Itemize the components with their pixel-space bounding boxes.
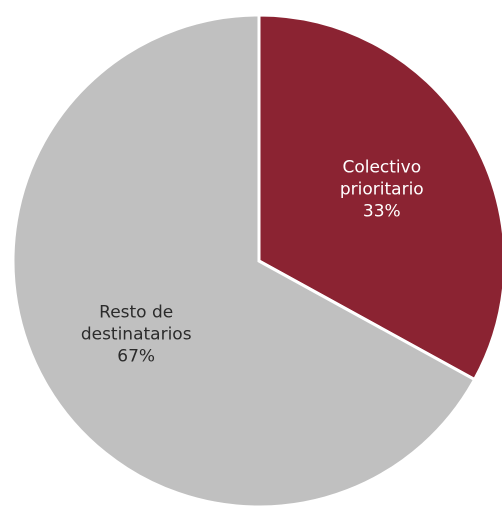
pie-slices bbox=[11, 13, 502, 506]
slice-value-label: 33% bbox=[363, 201, 401, 221]
pie-slice-label-1: Resto de destinatarios 67% bbox=[81, 303, 192, 367]
slice-value-label: 67% bbox=[117, 347, 155, 367]
pie-slice-label-0: Colectivo prioritario 33% bbox=[340, 157, 424, 221]
slice-name-line: destinatarios bbox=[81, 325, 192, 345]
pie-slice-1 bbox=[11, 13, 477, 506]
pie-slice-0 bbox=[257, 13, 502, 382]
slice-name-line: prioritario bbox=[340, 179, 424, 199]
slice-name-line: Colectivo bbox=[342, 157, 421, 177]
pie-labels: Colectivo prioritario 33% Resto de destinata… bbox=[81, 157, 424, 366]
slice-name-line: Resto de bbox=[99, 303, 173, 323]
